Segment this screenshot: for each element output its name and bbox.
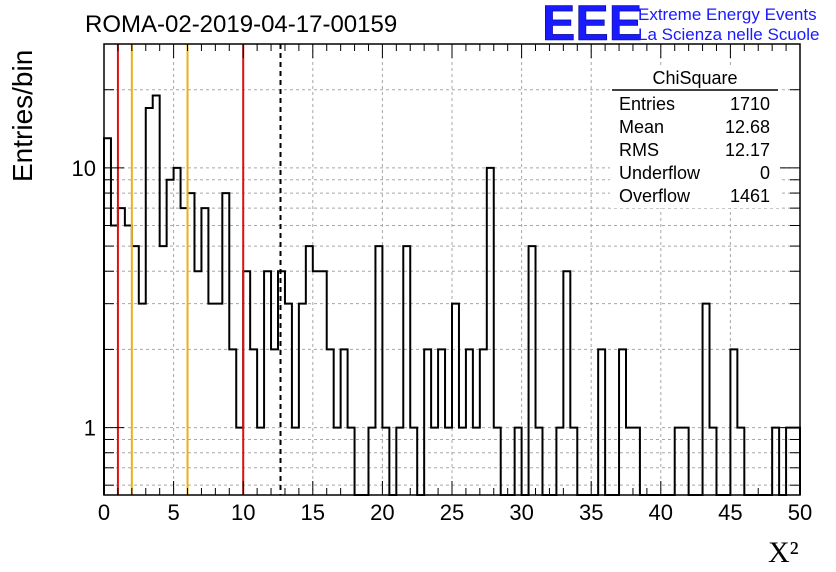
x-tick-label: 20: [370, 500, 394, 525]
stats-rms-value: 12.17: [725, 140, 770, 160]
threshold-lines: [116, 44, 282, 495]
stats-box: ChiSquare Entries 1710 Mean 12.68 RMS 12…: [610, 66, 780, 208]
stats-rms-label: RMS: [619, 140, 659, 160]
x-tick-label: 50: [788, 500, 812, 525]
stats-mean-value: 12.68: [725, 117, 770, 137]
y-tick-label: 1: [84, 416, 96, 441]
x-tick-label: 35: [579, 500, 603, 525]
logo-line-2: La Scienza nelle Scuole: [638, 25, 819, 44]
stats-mean-label: Mean: [619, 117, 664, 137]
x-tick-label: 10: [231, 500, 255, 525]
chart-title: ROMA-02-2019-04-17-00159: [85, 11, 397, 38]
eee-logo-mark: EEE: [542, 0, 642, 51]
stats-overflow-value: 1461: [730, 186, 770, 206]
axis-ticks: 0 5 10 15 20 25 30 35 40 45 50 1 10: [72, 43, 812, 525]
stats-name: ChiSquare: [652, 68, 737, 88]
stats-entries-label: Entries: [619, 94, 675, 114]
stats-underflow-value: 0: [760, 163, 770, 183]
x-tick-label: 0: [98, 500, 110, 525]
stats-overflow-label: Overflow: [619, 186, 691, 206]
logo-line-1: Extreme Energy Events: [638, 5, 817, 24]
x-tick-label: 30: [509, 500, 533, 525]
x-tick-label: 40: [649, 500, 673, 525]
x-tick-label: 45: [718, 500, 742, 525]
x-tick-label: 25: [440, 500, 464, 525]
stats-underflow-label: Underflow: [619, 163, 701, 183]
x-tick-label: 5: [167, 500, 179, 525]
x-axis-label: X²: [768, 536, 799, 569]
y-axis-label: Entries/bin: [7, 50, 38, 182]
stats-entries-value: 1710: [730, 94, 770, 114]
x-tick-label: 15: [301, 500, 325, 525]
y-tick-label: 10: [72, 156, 96, 181]
